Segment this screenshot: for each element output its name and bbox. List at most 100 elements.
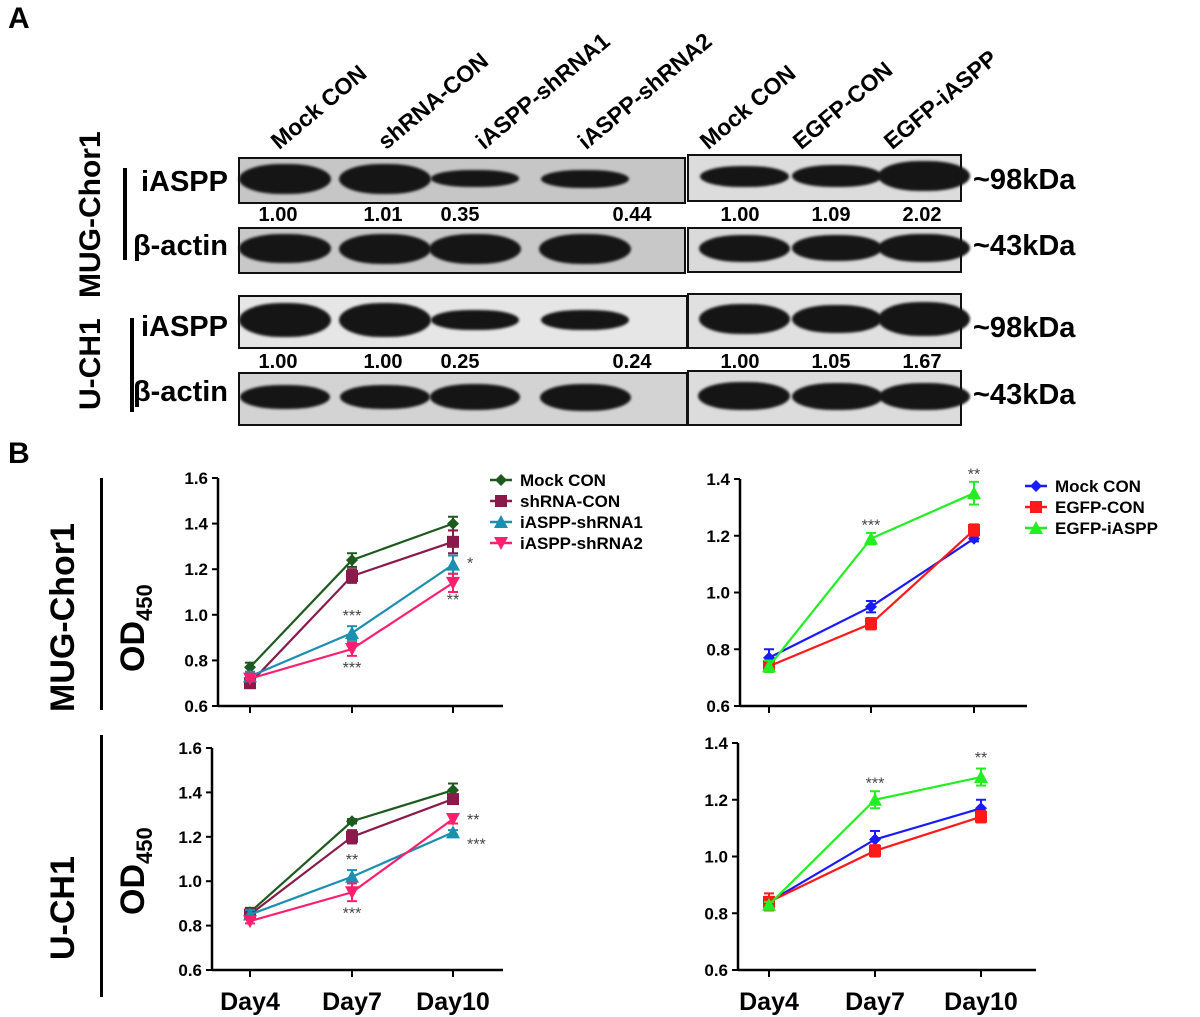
blot-band — [339, 233, 431, 264]
y-tick-label: 1.4 — [706, 470, 730, 489]
series-mock-con — [763, 532, 980, 668]
marker-square — [968, 524, 980, 537]
blot-band — [698, 234, 790, 262]
marker-diamond — [865, 600, 877, 613]
y-tick-label: 0.8 — [704, 904, 728, 923]
marker-square — [865, 617, 877, 630]
blot-band — [429, 384, 521, 410]
marker-triangle-down — [446, 576, 460, 590]
series-egfp-con — [763, 810, 987, 912]
x-tick-label: Day4 — [220, 988, 280, 1016]
blot-band — [431, 309, 519, 331]
blot-band — [878, 302, 970, 336]
marker-square — [447, 535, 459, 548]
quant-value: 1.00 — [720, 351, 760, 373]
y-tick-label: 1.0 — [706, 584, 730, 603]
x-tick-label: Day7 — [322, 988, 382, 1016]
panel-a-letter: A — [8, 2, 30, 35]
y-tick-label: 1.6 — [178, 739, 202, 758]
x-tick-label: Day4 — [739, 988, 799, 1016]
kda-label: ~43kDa — [973, 230, 1076, 262]
legend-label: EGFP-CON — [1055, 498, 1145, 517]
blot-band — [541, 309, 629, 331]
significance-marker: ** — [968, 466, 980, 483]
kda-label: ~98kDa — [973, 164, 1076, 196]
blot-band — [340, 385, 430, 409]
quant-value: 0.44 — [612, 204, 652, 226]
quant-value: 1.00 — [258, 351, 298, 373]
marker-triangle-down — [243, 915, 257, 929]
blot-band — [699, 165, 789, 187]
y-tick-label: 0.6 — [178, 961, 202, 980]
blot-uch1-iaspp-overexpression — [687, 293, 970, 349]
y-tick-label: 0.6 — [706, 697, 730, 716]
row-label-actin: β-actin — [132, 230, 228, 262]
blot-band — [878, 161, 970, 191]
significance-marker: ** — [467, 812, 479, 829]
y-tick-label: 1.0 — [704, 848, 728, 867]
blot-band — [240, 385, 330, 409]
quant-value: 1.05 — [811, 351, 851, 373]
marker-triangle-down — [494, 537, 508, 550]
marker-square — [346, 570, 358, 583]
significance-marker: *** — [343, 608, 362, 625]
blot-band — [698, 303, 790, 335]
quant-value: 1.00 — [363, 351, 403, 373]
marker-triangle-up — [868, 792, 882, 806]
blot-band — [698, 381, 790, 411]
bracket-line — [123, 168, 127, 260]
blot-band — [791, 235, 883, 261]
marker-triangle-down — [446, 813, 460, 827]
panel-b-letter: B — [8, 437, 30, 470]
series-egfp-iaspp — [762, 767, 988, 911]
chart-mug-overexpression: 0.60.81.01.21.4*****Mock CONEGFP-CONEGFP… — [706, 466, 1158, 716]
blot-uch1-actin-overexpression — [687, 370, 970, 426]
marker-square — [495, 495, 507, 507]
blot-mug-actin-overexpression — [687, 227, 970, 273]
marker-triangle-up — [345, 626, 359, 640]
series-line — [768, 537, 975, 659]
marker-diamond — [495, 474, 507, 486]
blot-band — [878, 233, 970, 263]
blot-band — [541, 169, 629, 188]
y-tick-label: 1.2 — [704, 791, 728, 810]
blot-band — [791, 304, 883, 334]
marker-diamond — [346, 554, 358, 567]
marker-square — [1030, 501, 1042, 513]
x-tick-label: Day7 — [845, 988, 905, 1016]
marker-triangle-up — [864, 531, 878, 545]
marker-triangle-up — [974, 770, 988, 784]
marker-triangle-down — [345, 643, 359, 656]
chart-mug-knockdown: 0.60.81.01.21.41.6*********Mock CONshRNA… — [184, 469, 642, 716]
significance-marker: * — [467, 555, 473, 572]
series-shrna-con — [244, 529, 459, 690]
legend-label: iASPP-shRNA2 — [520, 534, 643, 553]
y-tick-label: 1.2 — [706, 527, 730, 546]
blot-band — [878, 382, 970, 410]
blot-band — [339, 303, 431, 337]
marker-triangle-up — [446, 825, 460, 839]
row-label-iaspp: iASPP — [140, 166, 228, 198]
y-tick-label: 1.2 — [184, 560, 208, 579]
blot-band — [539, 383, 631, 411]
significance-marker: *** — [343, 660, 362, 677]
x-tick-label: Day10 — [944, 988, 1018, 1016]
quant-value: 0.24 — [612, 351, 652, 373]
quant-value: 1.00 — [258, 204, 298, 226]
quant-value: 1.67 — [902, 351, 942, 373]
marker-square — [447, 793, 459, 806]
marker-square — [346, 830, 358, 843]
y-tick-label: 0.8 — [706, 640, 730, 659]
series-line — [768, 529, 975, 668]
series-iaspp-shrna2 — [243, 813, 460, 929]
y-tick-label: 1.0 — [178, 872, 202, 891]
quant-value: 0.35 — [440, 204, 480, 226]
marker-triangle-up — [762, 897, 776, 911]
marker-diamond — [1030, 480, 1042, 492]
blot-mug-actin-knockdown — [238, 227, 686, 274]
marker-square — [975, 810, 987, 823]
significance-marker: *** — [866, 776, 885, 793]
blot-uch1-actin-knockdown — [238, 372, 688, 426]
